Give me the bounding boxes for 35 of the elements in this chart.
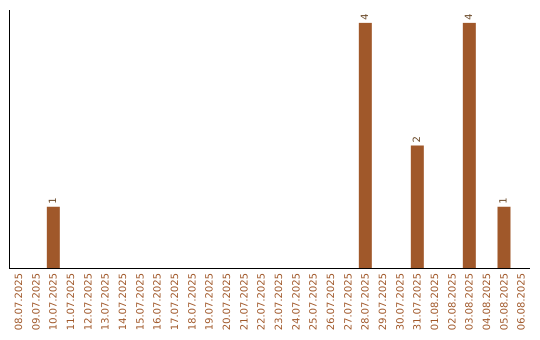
x-tick-label: 26.07.2025 <box>326 273 337 330</box>
x-tick-label: 06.08.2025 <box>516 273 528 330</box>
data-label: 4 <box>360 14 371 20</box>
data-label: 1 <box>498 197 510 204</box>
x-tick-label: 27.07.2025 <box>343 273 354 330</box>
x-tick-label: 11.07.2025 <box>66 273 77 330</box>
x-tick-label: 31.07.2025 <box>412 273 424 330</box>
x-tick-label: 30.07.2025 <box>395 273 406 330</box>
x-tick-label: 29.07.2025 <box>378 273 389 330</box>
x-tick-label: 24.07.2025 <box>291 273 302 330</box>
x-tick-label: 14.07.2025 <box>118 273 129 330</box>
data-label: 2 <box>412 136 423 142</box>
x-tick-label: 28.07.2025 <box>360 273 372 330</box>
x-tick-label: 25.07.2025 <box>308 273 320 330</box>
x-tick-label: 20.07.2025 <box>222 273 233 330</box>
x-tick-label: 03.08.2025 <box>464 273 476 330</box>
x-tick-label: 12.07.2025 <box>83 273 94 330</box>
x-tick-label: 13.07.2025 <box>100 273 112 330</box>
x-tick-label: 02.08.2025 <box>447 273 458 330</box>
x-tick-label: 08.07.2025 <box>14 273 25 330</box>
x-tick-label: 09.07.2025 <box>31 273 42 330</box>
x-tick-label: 05.08.2025 <box>499 273 510 330</box>
x-tick-label: 19.07.2025 <box>204 273 216 330</box>
x-tick-label: 16.07.2025 <box>152 273 164 330</box>
x-tick-label: 04.08.2025 <box>482 273 493 330</box>
x-tick-label: 17.07.2025 <box>170 273 181 330</box>
x-tick-label: 21.07.2025 <box>239 273 250 330</box>
x-tick-label: 10.07.2025 <box>48 273 60 330</box>
data-label: 4 <box>464 14 475 20</box>
x-tick-label: 18.07.2025 <box>187 273 198 330</box>
x-tick-label: 15.07.2025 <box>135 273 146 330</box>
x-tick-label: 01.08.2025 <box>430 273 441 330</box>
x-tick-label: 23.07.2025 <box>274 273 285 330</box>
data-label: 1 <box>48 197 59 204</box>
x-tick-label: 22.07.2025 <box>256 273 268 330</box>
